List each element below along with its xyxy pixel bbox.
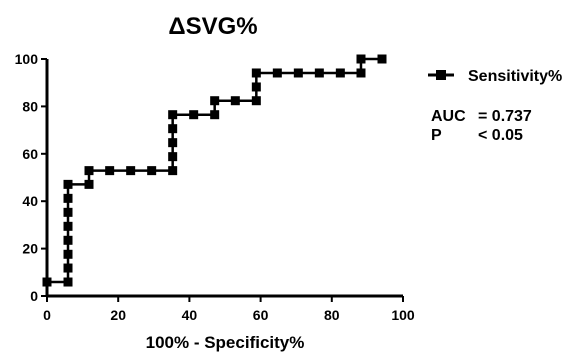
data-point-0-11 <box>105 166 115 176</box>
x-tick-label-1: 20 <box>110 307 126 323</box>
x-tick-label-4: 80 <box>324 307 340 323</box>
data-point-0-14 <box>168 166 178 176</box>
data-point-0-10 <box>84 166 94 176</box>
annotation-auc-value: = 0.737 <box>478 108 532 125</box>
data-point-0-2 <box>63 263 73 273</box>
data-point-0-20 <box>210 110 220 120</box>
data-point-0-23 <box>251 96 261 106</box>
data-point-0-16 <box>168 138 178 148</box>
data-point-0-12 <box>126 166 136 176</box>
y-tick-label-0: 0 <box>30 288 38 304</box>
annotation-auc-label: AUC <box>431 108 466 125</box>
data-point-0-4 <box>63 235 73 245</box>
data-point-0-18 <box>168 110 178 120</box>
data-point-0-24 <box>251 82 261 92</box>
axes: 0 20 40 60 80 100 0 20 40 60 80 100 <box>15 51 415 323</box>
annotations: AUC = 0.737 P < 0.05 <box>431 108 532 144</box>
data-point-0-28 <box>314 68 324 78</box>
data-point-0-17 <box>168 124 178 134</box>
legend-label: Sensitivity% <box>468 68 562 85</box>
data-point-0-32 <box>377 54 387 64</box>
data-point-0-19 <box>189 110 199 120</box>
data-point-0-9 <box>84 179 94 189</box>
y-tick-label-5: 100 <box>15 51 39 67</box>
y-tick-label-1: 20 <box>22 241 38 257</box>
data-point-0-8 <box>63 179 73 189</box>
data-point-0-25 <box>251 68 261 78</box>
data-point-0-3 <box>63 249 73 259</box>
series-line-0 <box>47 57 382 284</box>
legend-marker <box>436 70 446 80</box>
data-point-0-13 <box>147 166 157 176</box>
data-point-0-6 <box>63 207 73 217</box>
x-tick-label-5: 100 <box>391 307 415 323</box>
legend: Sensitivity% <box>428 68 562 85</box>
x-axis-label: 100% - Specificity% <box>146 333 305 352</box>
x-tick-label-2: 40 <box>182 307 198 323</box>
annotation-p-value: < 0.05 <box>478 127 523 144</box>
data-point-0-22 <box>230 96 240 106</box>
x-tick-label-3: 60 <box>253 307 269 323</box>
data-point-0-5 <box>63 221 73 231</box>
data-point-0-30 <box>356 68 366 78</box>
data-point-0-31 <box>356 54 366 64</box>
data-point-0-1 <box>63 277 73 287</box>
x-tick-label-0: 0 <box>43 307 51 323</box>
data-point-0-0 <box>42 277 52 287</box>
data-point-0-15 <box>168 152 178 162</box>
data-point-0-7 <box>63 193 73 203</box>
data-point-0-27 <box>293 68 303 78</box>
y-tick-label-3: 60 <box>22 146 38 162</box>
data-point-0-29 <box>335 68 345 78</box>
chart-title: ΔSVG% <box>168 13 257 40</box>
data-point-0-26 <box>272 68 282 78</box>
data-point-0-21 <box>210 96 220 106</box>
annotation-p-label: P <box>431 127 442 144</box>
y-tick-label-4: 80 <box>22 98 38 114</box>
series-group <box>42 54 387 287</box>
y-tick-label-2: 40 <box>22 193 38 209</box>
